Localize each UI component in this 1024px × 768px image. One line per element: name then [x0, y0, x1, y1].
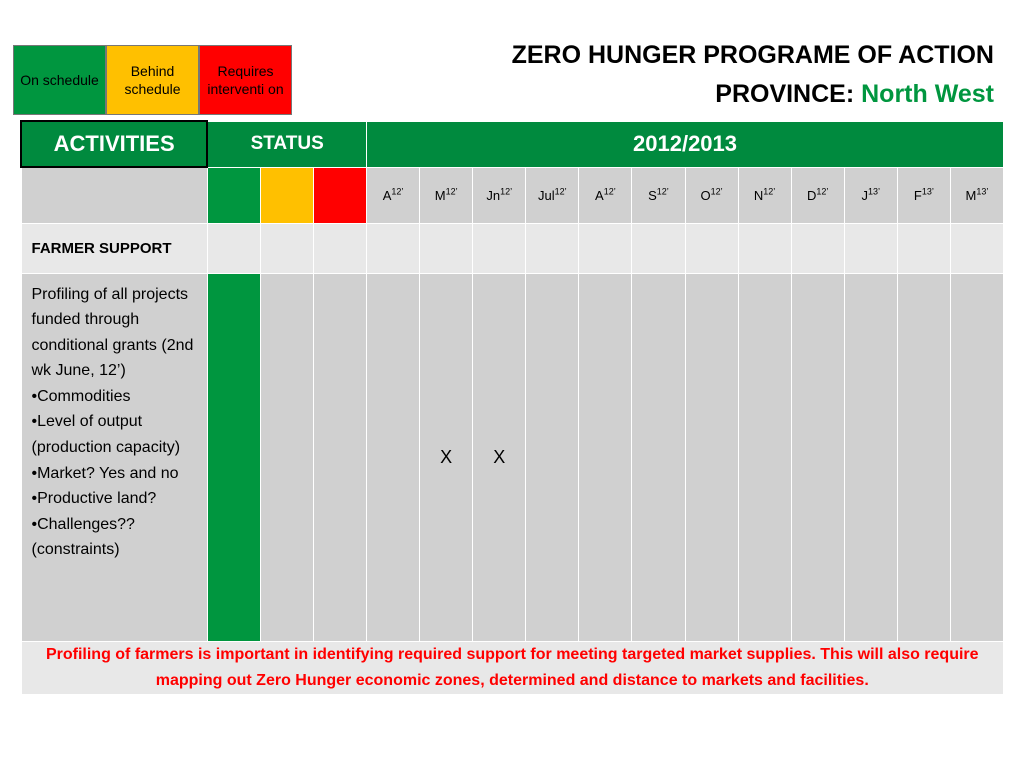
month-header: F13’: [896, 166, 951, 224]
month-header: M13’: [949, 166, 1005, 224]
month-header: M12’: [419, 166, 474, 224]
legend-on-schedule: On schedule: [13, 45, 106, 115]
province-name: North West: [861, 80, 994, 108]
header-status: STATUS: [206, 120, 368, 168]
table-cell: [737, 222, 792, 274]
month-cell: [949, 272, 1005, 642]
province-line: PROVINCE: North West: [512, 75, 994, 114]
header-activities: ACTIVITIES: [19, 120, 209, 168]
status-on-schedule-cell: [206, 272, 261, 642]
month-header: Jn12’: [472, 166, 527, 224]
section-label: FARMER SUPPORT: [20, 222, 208, 274]
activity-line: •Market? Yes and no: [31, 464, 179, 482]
month-cell: [525, 272, 580, 642]
subheader-blank: [20, 166, 208, 224]
activity-line: •Productive land?: [31, 490, 157, 508]
status-swatch-green: [206, 166, 261, 224]
month-cell: [684, 272, 739, 642]
status-behind-cell: [259, 272, 314, 642]
month-header: A12’: [366, 166, 421, 224]
table-cell: [896, 222, 951, 274]
title-line: ZERO HUNGER PROGRAME OF ACTION: [511, 41, 994, 69]
month-cell: [737, 272, 792, 642]
subheader-row: A12’ M12’ Jn12’ Jul12’ A12’ S12’ O12’ N1…: [20, 166, 1005, 224]
month-header: A12’: [578, 166, 633, 224]
header-row: ACTIVITIES STATUS 2012/2013: [19, 120, 1004, 168]
month-header: N12’: [737, 166, 792, 224]
table-cell: [472, 222, 527, 274]
month-header: S12’: [631, 166, 686, 224]
note-text: Profiling of farmers is important in ide…: [20, 640, 1004, 695]
table-cell: [684, 222, 739, 274]
legend-requires-intervention: Requires interventi on: [199, 45, 292, 115]
table-cell: [790, 222, 845, 274]
status-intervention-cell: [312, 272, 368, 642]
action-table: ACTIVITIES STATUS 2012/2013 A12’ M12’ Jn…: [19, 120, 1005, 695]
month-header: D12’: [790, 166, 845, 224]
header-period: 2012/2013: [366, 120, 1004, 168]
section-row: FARMER SUPPORT: [20, 222, 1005, 274]
table-cell: [949, 222, 1005, 274]
month-cell: [578, 272, 633, 642]
month-cell: X: [472, 272, 527, 642]
month-header: J13’: [843, 166, 898, 224]
table-cell: [578, 222, 633, 274]
table-cell: [843, 222, 898, 274]
status-swatch-red: [312, 166, 368, 224]
month-header: O12’: [684, 166, 739, 224]
legend-behind-schedule: Behind schedule: [106, 45, 199, 115]
status-swatch-yellow: [259, 166, 314, 224]
month-header: Jul12’: [525, 166, 580, 224]
activity-line: •Challenges?? (constraints): [31, 515, 135, 559]
month-cell: [631, 272, 686, 642]
month-cell: [896, 272, 951, 642]
month-cell: X: [419, 272, 474, 642]
month-cell: [790, 272, 845, 642]
table-cell: [206, 222, 261, 274]
note-row: Profiling of farmers is important in ide…: [20, 640, 1004, 695]
table-cell: [631, 222, 686, 274]
month-cell: [366, 272, 421, 642]
activity-line: Profiling of all projects funded through…: [31, 285, 194, 380]
activity-line: •Level of output (production capacity): [31, 413, 181, 457]
activity-line: •Commodities: [31, 387, 131, 405]
page-title: ZERO HUNGER PROGRAME OF ACTION PROVINCE:…: [512, 36, 994, 114]
month-cell: [843, 272, 898, 642]
province-label: PROVINCE:: [715, 80, 855, 108]
table-cell: [419, 222, 474, 274]
table-cell: [259, 222, 314, 274]
table-cell: [366, 222, 421, 274]
activity-description: Profiling of all projects funded through…: [20, 272, 208, 642]
status-legend: On schedule Behind schedule Requires int…: [13, 45, 292, 115]
activity-row: Profiling of all projects funded through…: [20, 272, 1005, 642]
table-cell: [312, 222, 368, 274]
table-cell: [525, 222, 580, 274]
